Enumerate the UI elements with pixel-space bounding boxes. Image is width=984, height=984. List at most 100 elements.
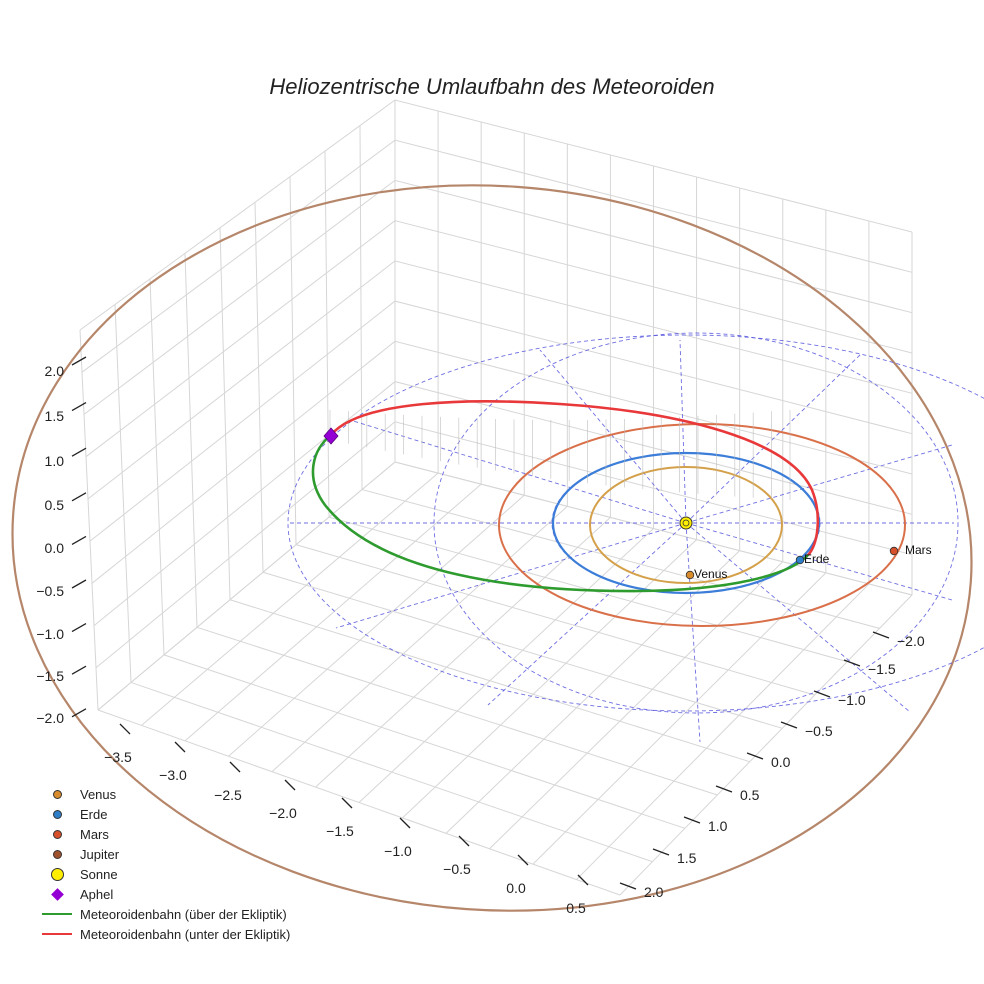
- x-tick-mark: [341, 797, 353, 809]
- z-tick-mark: [71, 402, 87, 412]
- legend-label: Aphel: [80, 886, 114, 902]
- x-tick-mark: [119, 723, 131, 735]
- grid-line-floor: [97, 461, 396, 711]
- z-tick-label: −1.0: [36, 626, 64, 642]
- z-tick-mark: [71, 492, 87, 502]
- z-tick-label: 0.0: [45, 540, 65, 556]
- planet-label-venus: Venus: [694, 567, 727, 581]
- ecliptic-grid-spoke: [487, 522, 687, 706]
- x-tick-mark: [174, 741, 186, 753]
- legend-marker: [50, 887, 64, 901]
- grid-line-left-pane: [289, 176, 297, 545]
- grid-line-left-pane: [359, 125, 363, 490]
- z-tick-mark: [71, 447, 87, 457]
- z-tick-mark: [71, 535, 87, 545]
- meteoroid-orbit-above: [311, 433, 809, 593]
- legend-item: Mars: [40, 824, 290, 844]
- y-tick-label: −1.0: [838, 692, 866, 708]
- legend-marker: [52, 829, 62, 839]
- z-tick-label: −0.5: [36, 583, 64, 599]
- legend-item: Aphel: [40, 884, 290, 904]
- legend-item: Meteoroidenbahn (über der Ekliptik): [40, 904, 290, 924]
- ecliptic-grid-spoke: [685, 522, 701, 743]
- y-tick-label: −0.5: [805, 723, 833, 739]
- x-tick-label: −3.0: [159, 767, 187, 783]
- y-tick-label: 0.5: [740, 787, 760, 803]
- grid-line-z-level: [93, 381, 913, 626]
- aphelion-marker: [323, 427, 339, 445]
- y-tick-mark: [843, 659, 861, 667]
- sun-marker-core: [682, 519, 690, 527]
- grid-line-floor: [532, 572, 827, 865]
- grid-line-z-level: [87, 260, 913, 500]
- grid-line-floor: [315, 517, 611, 788]
- legend-symbol: [40, 844, 74, 864]
- z-tick-label: 1.0: [45, 453, 65, 469]
- legend-item: Jupiter: [40, 844, 290, 864]
- x-tick-label: 0.5: [566, 900, 586, 916]
- x-tick-label: −2.0: [269, 805, 297, 821]
- z-tick-label: −1.5: [36, 668, 64, 684]
- z-tick-mark: [71, 665, 87, 675]
- grid-line-floor: [445, 550, 741, 834]
- y-tick-mark: [780, 721, 798, 729]
- grid-line-left-pane: [254, 202, 264, 573]
- z-tick-label: 1.5: [45, 408, 65, 424]
- legend-label: Meteoroidenbahn (unter der Ekliptik): [80, 926, 291, 942]
- ecliptic-grid-spoke: [335, 522, 687, 629]
- x-tick-mark: [458, 835, 470, 847]
- y-tick-label: 1.5: [677, 850, 697, 866]
- y-tick-mark: [872, 631, 890, 639]
- grid-line-left-pane: [184, 253, 198, 628]
- meteoroid-orbit-below: [330, 400, 820, 556]
- planet-marker-erde: [795, 555, 805, 565]
- grid-line-z-level: [83, 179, 913, 415]
- y-tick-label: −1.5: [868, 661, 896, 677]
- legend-label: Mars: [80, 826, 109, 842]
- grid-line-left-pane: [324, 151, 330, 518]
- y-tick-mark: [746, 752, 764, 760]
- grid-line-z-level: [81, 139, 913, 373]
- grid-line-z-level: [91, 340, 913, 584]
- y-tick-mark: [683, 816, 701, 824]
- x-tick-label: −3.5: [104, 749, 132, 765]
- y-tick-label: 1.0: [708, 818, 728, 834]
- z-tick-mark: [71, 623, 87, 633]
- legend-label: Erde: [80, 806, 108, 822]
- legend-symbol: [40, 784, 74, 804]
- legend-label: Sonne: [80, 866, 118, 882]
- legend-symbol: [40, 904, 74, 924]
- grid-line-left-pane: [149, 278, 165, 655]
- legend-item: Meteoroidenbahn (unter der Ekliptik): [40, 924, 290, 944]
- legend-item: Erde: [40, 804, 290, 824]
- y-tick-mark: [715, 785, 733, 793]
- grid-line-floor: [271, 505, 568, 773]
- ecliptic-grid-spoke: [679, 339, 687, 524]
- legend: Venus Erde Mars Jupiter Sonne Aphel Meteoroide…: [40, 784, 290, 944]
- x-tick-label: −2.5: [214, 787, 242, 803]
- ecliptic-grid-spoke: [685, 522, 911, 713]
- legend-marker: [52, 849, 62, 859]
- legend-symbol: [40, 864, 74, 884]
- grid-line-z-level: [89, 300, 913, 542]
- legend-item: Venus: [40, 784, 290, 804]
- legend-label: Jupiter: [80, 846, 120, 862]
- x-tick-label: −1.0: [384, 843, 412, 859]
- legend-marker: [50, 867, 64, 881]
- legend-item: Sonne: [40, 864, 290, 884]
- y-tick-label: 0.0: [771, 754, 791, 770]
- jupiter-orbit: [11, 184, 973, 912]
- grid-line-floor: [619, 594, 913, 896]
- y-tick-mark: [619, 882, 637, 890]
- x-tick-label: −0.5: [443, 861, 471, 877]
- legend-marker: [52, 789, 62, 799]
- y-tick-mark: [652, 848, 670, 856]
- x-tick-mark: [284, 779, 296, 791]
- ecliptic-grid-spoke: [685, 352, 863, 524]
- y-tick-label: −2.0: [897, 633, 925, 649]
- grid-line-floor: [184, 483, 482, 742]
- z-tick-label: −2.0: [36, 710, 64, 726]
- grid-line-floor: [489, 561, 784, 850]
- grid-line-left-pane: [219, 227, 231, 600]
